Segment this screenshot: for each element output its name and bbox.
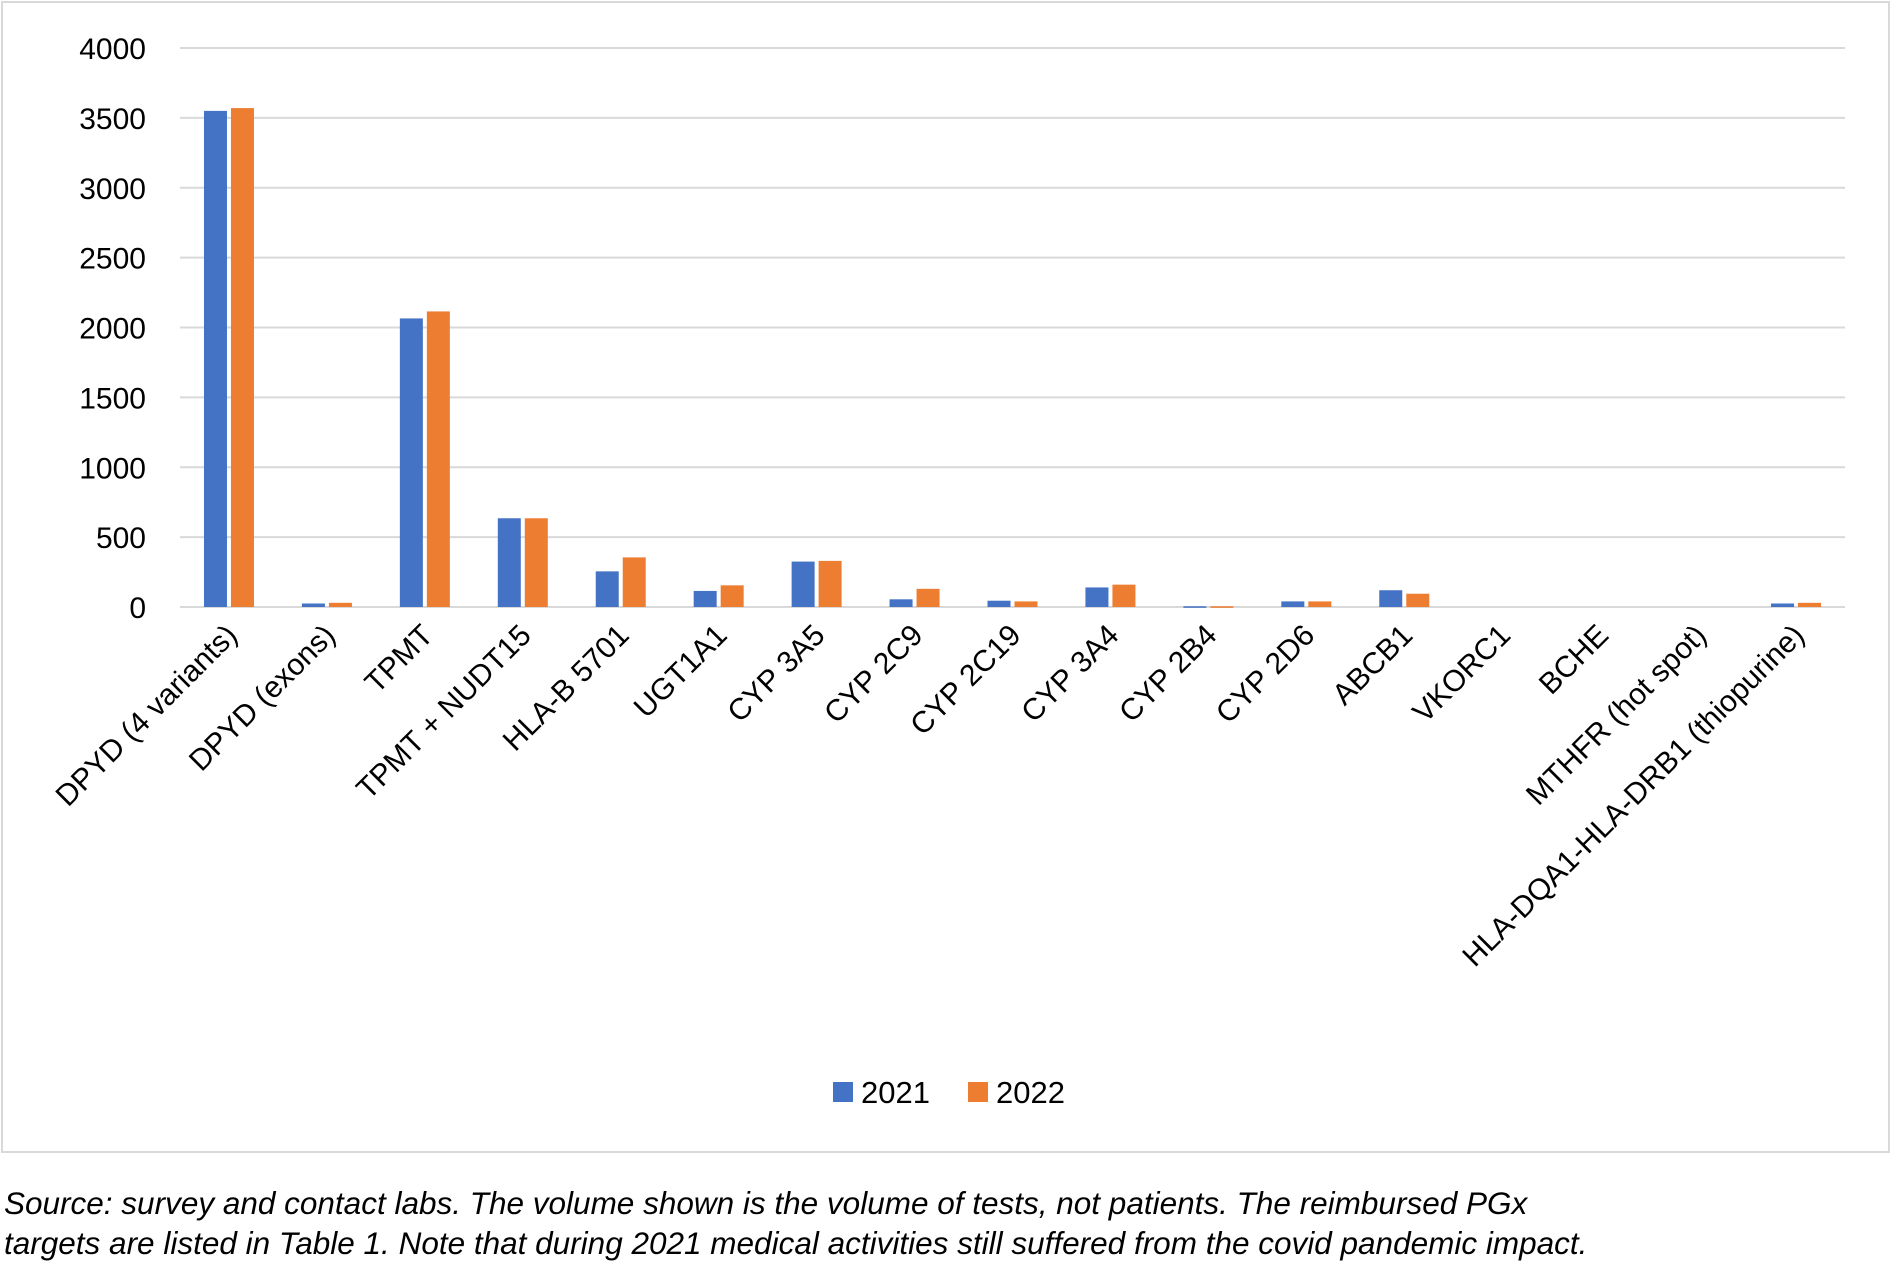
y-tick-label: 2000 bbox=[79, 313, 146, 346]
legend-swatch bbox=[968, 1082, 988, 1102]
legend-label: 2022 bbox=[996, 1075, 1065, 1110]
x-tick-label: DPYD (4 variants) bbox=[50, 619, 244, 813]
x-tick-label: MTHFR (hot spot) bbox=[1520, 619, 1713, 812]
x-tick-label: CYP 2B4 bbox=[1113, 619, 1223, 729]
bar-2021-0 bbox=[203, 110, 227, 607]
bar-2021-11 bbox=[1281, 601, 1305, 607]
y-tick-label: 0 bbox=[129, 592, 146, 625]
x-tick-label: TPMT + NUDT15 bbox=[350, 619, 537, 806]
x-tick-label: UGT1A1 bbox=[628, 619, 734, 725]
y-tick-label: 3500 bbox=[79, 103, 146, 136]
y-tick-label: 3000 bbox=[79, 173, 146, 206]
x-tick-label: HLA-DQA1-HLA-DRB1 (thiopurine) bbox=[1456, 619, 1811, 974]
legend-label: 2021 bbox=[861, 1075, 930, 1110]
chart-frame bbox=[1, 1, 1890, 1153]
bar-2022-12 bbox=[1406, 593, 1430, 607]
legend-item-2021: 2021 bbox=[833, 1075, 930, 1110]
bar-2022-1 bbox=[328, 602, 352, 607]
caption-line-1: Source: survey and contact labs. The vol… bbox=[4, 1185, 1528, 1221]
bar-2022-9 bbox=[1112, 584, 1136, 607]
x-tick-label: CYP 3A4 bbox=[1015, 619, 1125, 729]
bar-2022-7 bbox=[916, 588, 940, 607]
bar-2021-6 bbox=[791, 561, 815, 607]
bar-2022-5 bbox=[720, 585, 744, 607]
y-tick-label: 1000 bbox=[79, 452, 146, 485]
bar-2022-4 bbox=[622, 557, 646, 607]
x-tick-label: ABCB1 bbox=[1326, 619, 1419, 712]
y-tick-label: 2500 bbox=[79, 243, 146, 276]
bar-2022-10 bbox=[1210, 606, 1234, 608]
y-tick-label: 500 bbox=[96, 522, 146, 555]
x-tick-label: CYP 3A5 bbox=[721, 619, 831, 729]
bar-2022-11 bbox=[1308, 601, 1332, 607]
caption-line-2: targets are listed in Table 1. Note that… bbox=[4, 1225, 1588, 1261]
bars bbox=[203, 108, 1822, 608]
bar-2021-1 bbox=[301, 603, 325, 607]
legend-item-2022: 2022 bbox=[968, 1075, 1065, 1110]
bar-2021-10 bbox=[1183, 606, 1207, 608]
y-tick-label: 1500 bbox=[79, 382, 146, 415]
legend: 2021 2022 bbox=[833, 1075, 1065, 1110]
bar-2021-3 bbox=[497, 518, 521, 607]
bar-2022-0 bbox=[230, 108, 254, 607]
bar-2022-16 bbox=[1798, 602, 1822, 607]
x-tick-label: TPMT bbox=[359, 619, 440, 700]
bar-2021-9 bbox=[1085, 587, 1109, 607]
x-tick-label: BCHE bbox=[1533, 619, 1615, 701]
y-axis-tick-labels: 0 500 1000 1500 2000 2500 3000 3500 4000 bbox=[79, 33, 146, 625]
bar-2021-12 bbox=[1379, 590, 1403, 607]
bar-2021-7 bbox=[889, 599, 913, 607]
bar-2022-2 bbox=[426, 311, 450, 607]
bar-2021-4 bbox=[595, 571, 619, 607]
legend-swatch bbox=[833, 1082, 853, 1102]
bar-2021-16 bbox=[1771, 603, 1795, 607]
bar-2022-6 bbox=[818, 560, 842, 607]
bar-2021-5 bbox=[693, 590, 717, 607]
y-tick-label: 4000 bbox=[79, 33, 146, 66]
bar-2022-8 bbox=[1014, 601, 1038, 607]
x-tick-label: VKORC1 bbox=[1407, 619, 1518, 730]
x-tick-label: CYP 2D6 bbox=[1210, 619, 1321, 730]
gridlines bbox=[180, 47, 1845, 608]
bar-chart: 0 500 1000 1500 2000 2500 3000 3500 4000 DPYD (4… bbox=[50, 33, 1845, 1110]
bar-2021-2 bbox=[399, 318, 423, 607]
figure-caption: Source: survey and contact labs. The vol… bbox=[4, 1183, 1889, 1263]
bar-2022-3 bbox=[524, 518, 548, 607]
bar-2021-8 bbox=[987, 600, 1011, 607]
